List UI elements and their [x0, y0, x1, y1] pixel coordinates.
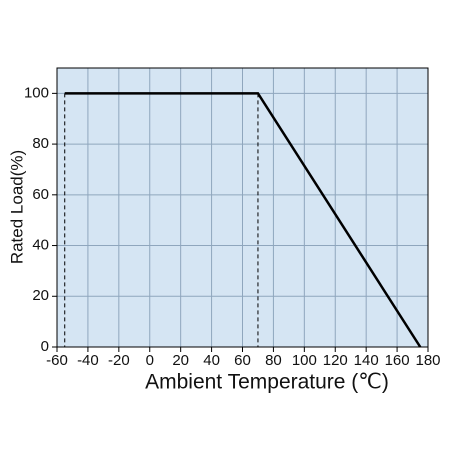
x-tick-label: 140: [354, 352, 379, 369]
x-tick-label: -40: [77, 352, 99, 369]
y-axis-title: Rated Load(%): [7, 150, 26, 264]
y-tick-label: 40: [32, 237, 49, 254]
x-axis-title: Ambient Temperature (℃): [145, 371, 389, 394]
x-tick-label: 40: [203, 352, 220, 369]
x-tick-label: -60: [46, 352, 68, 369]
line-series: [64, 92, 422, 348]
x-tick-label: 180: [415, 352, 440, 369]
y-tick-label: 100: [24, 84, 49, 101]
x-tick-label: 80: [265, 352, 282, 369]
y-tick-label: 60: [32, 186, 49, 203]
plot-border: [56, 67, 429, 348]
x-tick-label: 60: [234, 352, 251, 369]
x-tick-label: 100: [292, 352, 317, 369]
x-tick-label: 20: [172, 352, 189, 369]
x-tick-label: 160: [385, 352, 410, 369]
x-tick-label: 120: [323, 352, 348, 369]
x-tick-label: 0: [146, 352, 154, 369]
y-tick-label: 20: [32, 287, 49, 304]
x-tick-label: -20: [108, 352, 130, 369]
y-tick-label: 80: [32, 135, 49, 152]
y-tick-label: 0: [41, 338, 49, 355]
